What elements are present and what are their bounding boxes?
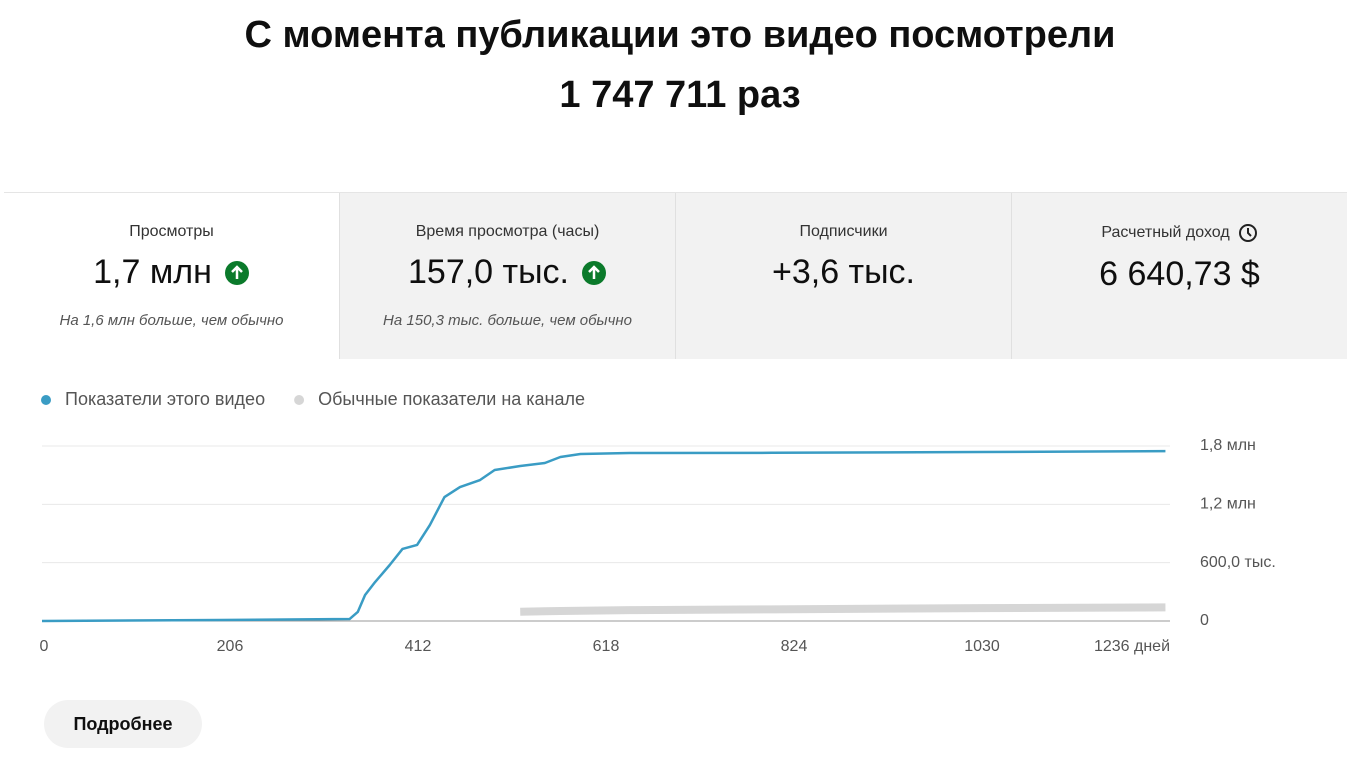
chart: 0 600,0 тыс. 1,2 млн 1,8 млн 0 206 412 618 824 10…	[40, 389, 1276, 655]
card-label: Расчетный доход	[1101, 224, 1230, 241]
metric-card[interactable]: Подписчики +3,6 тыс.	[675, 193, 1011, 359]
x-tick-label: 1030	[964, 638, 1000, 655]
series-line	[41, 449, 1166, 623]
x-tick-label: 824	[781, 638, 808, 655]
card-value-row: +3,6 тыс.	[676, 253, 1011, 292]
card-label: Время просмотра (часы)	[415, 223, 600, 240]
x-tick-label: 412	[405, 638, 432, 655]
legend-label: Показатели этого видео	[65, 389, 265, 409]
up-icon	[224, 260, 249, 285]
card-note: На 1,6 млн больше, чем обычно	[59, 312, 284, 329]
legend-dot	[41, 395, 51, 405]
legend-dot	[294, 395, 305, 405]
clock-icon	[1238, 224, 1257, 242]
x-tick-label: 206	[217, 638, 244, 655]
metric-card[interactable]: Просмотры 1,7 млн На 1,6 млн больше, чем…	[4, 193, 339, 359]
up-icon	[582, 260, 606, 285]
card-value-row: 157,0 тыс.	[340, 253, 675, 292]
card-value: 6 640,73 $	[1099, 255, 1260, 293]
subtitle: 1 747 711 раз	[559, 74, 801, 116]
card-value-row: 1,7 млн	[4, 253, 339, 292]
card-value: 157,0 тыс.	[408, 253, 569, 291]
y-tick-label: 1,8 млн	[1200, 437, 1256, 454]
card-value: +3,6 тыс.	[771, 253, 916, 291]
legend-label: Обычные показатели на канале	[318, 389, 585, 409]
card-label: Подписчики	[799, 223, 888, 240]
x-tick-label: 1236 дней	[1094, 638, 1170, 655]
card-note: На 150,3 тыс. больше, чем обычно	[383, 312, 632, 329]
metric-cards: Просмотры 1,7 млн На 1,6 млн больше, чем…	[4, 192, 1347, 359]
metric-card[interactable]: Время просмотра (часы) 157,0 тыс. На 150…	[339, 193, 675, 359]
y-tick-label: 1,2 млн	[1200, 496, 1256, 513]
title: С момента публикации это видео посмотрел…	[244, 14, 1116, 56]
card-label: Просмотры	[129, 223, 214, 240]
x-tick-label: 0	[40, 638, 49, 655]
card-value: 1,7 млн	[93, 253, 212, 291]
y-tick-label: 600,0 тыс.	[1200, 554, 1276, 571]
card-label-row: Расчетный доход	[1012, 223, 1347, 243]
card-value-row: 6 640,73 $	[1012, 255, 1347, 294]
x-tick-label: 618	[593, 638, 620, 655]
y-tick-label: 0	[1200, 612, 1209, 629]
metric-card[interactable]: Расчетный доход 6 640,73 $	[1011, 193, 1347, 359]
series-line	[520, 603, 1166, 616]
details-button[interactable]: Подробнее	[44, 700, 202, 748]
